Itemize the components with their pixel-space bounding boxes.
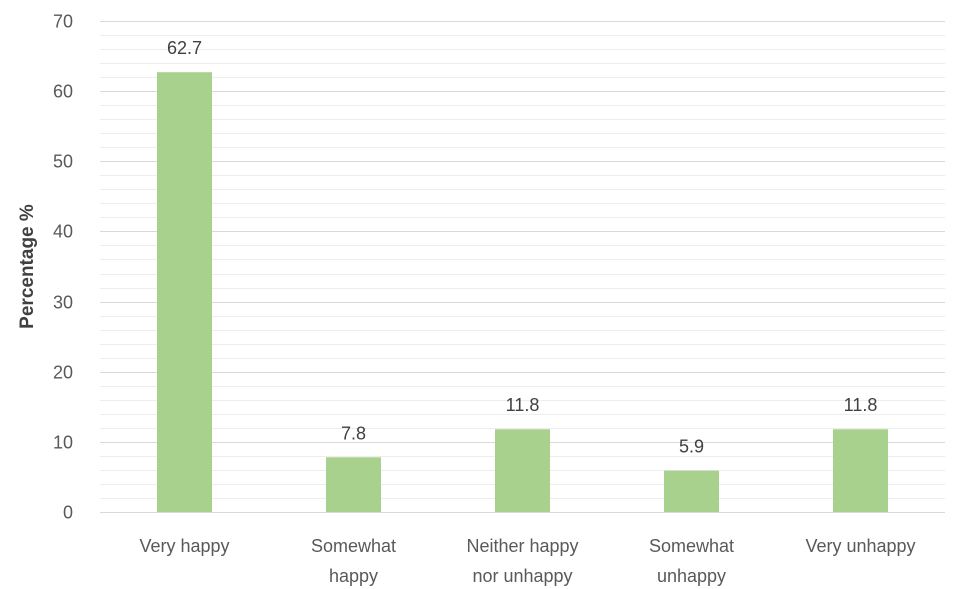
bar [495, 429, 550, 512]
major-gridlines [100, 22, 945, 443]
data-label: 7.8 [341, 423, 366, 443]
minor-gridlines [100, 36, 945, 499]
y-tick-label: 30 [53, 293, 73, 313]
y-tick-label: 0 [63, 503, 73, 523]
x-category-label: Neither happy [466, 536, 578, 556]
data-labels: 62.7 7.8 11.8 5.9 11.8 [167, 38, 877, 456]
x-category-label: Somewhat [649, 536, 734, 556]
x-category-label: happy [329, 566, 378, 586]
x-axis-category-labels: Very happy Somewhat happy Neither happy nor … [139, 536, 915, 586]
data-label: 5.9 [679, 437, 704, 457]
x-category-label: Somewhat [311, 536, 396, 556]
data-label: 11.8 [506, 395, 540, 415]
bar [833, 429, 888, 512]
y-axis-title: Percentage % [17, 204, 38, 329]
bar [664, 471, 719, 512]
y-tick-label: 60 [53, 82, 73, 102]
x-category-label: Very unhappy [805, 536, 915, 556]
x-category-label: nor unhappy [472, 566, 572, 586]
data-label: 62.7 [167, 38, 202, 58]
x-category-label: unhappy [657, 566, 726, 586]
bar [157, 72, 212, 512]
y-tick-label: 40 [53, 222, 73, 242]
x-category-label: Very happy [139, 536, 229, 556]
y-tick-label: 70 [53, 12, 73, 32]
y-axis-tick-labels: 0 10 20 30 40 50 60 70 [53, 12, 73, 523]
y-tick-label: 10 [53, 433, 73, 453]
bars [157, 72, 888, 512]
y-tick-label: 20 [53, 363, 73, 383]
y-tick-label: 50 [53, 152, 73, 172]
data-label: 11.8 [844, 395, 878, 415]
bar [326, 457, 381, 512]
